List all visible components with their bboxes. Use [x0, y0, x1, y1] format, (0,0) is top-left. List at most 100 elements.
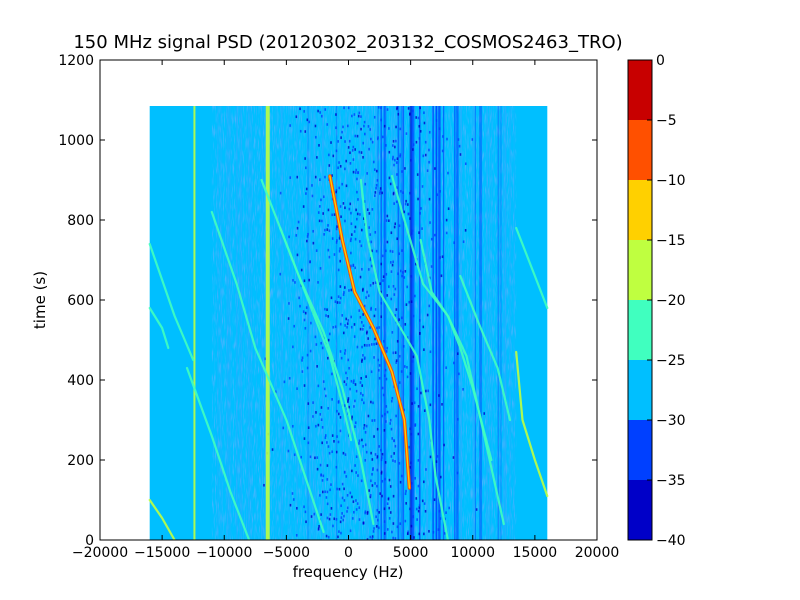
noise-dot — [414, 294, 416, 298]
noise-dot — [349, 239, 352, 243]
noise-stripe — [402, 106, 405, 540]
noise-dot — [426, 313, 429, 317]
noise-dot — [323, 195, 325, 199]
noise-dot — [393, 163, 395, 167]
noise-dot — [408, 300, 410, 304]
noise-dot — [373, 527, 375, 530]
noise-dot — [348, 139, 351, 143]
noise-dot — [404, 519, 407, 523]
noise-dot — [366, 208, 369, 211]
noise-dot — [427, 389, 430, 393]
noise-dot — [411, 402, 413, 405]
noise-stripe — [307, 106, 309, 540]
noise-dot — [350, 379, 353, 383]
noise-dot — [370, 308, 372, 311]
noise-stripe — [479, 106, 481, 540]
noise-dot — [379, 187, 382, 190]
noise-dot — [370, 370, 373, 374]
noise-dot — [389, 261, 392, 264]
noise-dot — [336, 435, 338, 438]
noise-dot — [358, 442, 360, 445]
noise-dot — [362, 393, 364, 397]
noise-dot — [279, 191, 282, 195]
noise-dot — [457, 417, 459, 421]
noise-dot — [338, 487, 341, 491]
noise-dot — [420, 207, 422, 210]
y-axis-label: time (s) — [31, 271, 49, 329]
noise-dot — [385, 405, 388, 408]
noise-dot — [321, 219, 323, 223]
noise-dot — [331, 213, 333, 217]
noise-dot — [380, 448, 382, 452]
noise-dot — [373, 314, 376, 318]
noise-dot — [340, 136, 342, 139]
noise-dot — [354, 425, 356, 428]
noise-dot — [458, 372, 460, 376]
noise-dot — [378, 445, 381, 448]
noise-dot — [376, 326, 378, 330]
noise-dot — [333, 213, 336, 216]
noise-dot — [373, 168, 376, 171]
noise-dot — [308, 278, 310, 282]
y-tick-label: 1000 — [58, 133, 94, 149]
noise-dot — [354, 421, 357, 425]
noise-dot — [303, 505, 305, 509]
noise-dot — [398, 252, 401, 256]
noise-dot — [279, 272, 282, 276]
noise-dot — [325, 534, 328, 538]
carrier-line — [265, 106, 270, 540]
noise-dot — [392, 155, 394, 159]
noise-dot — [326, 490, 329, 494]
noise-dot — [344, 453, 347, 456]
noise-dot — [373, 194, 376, 197]
noise-dot — [341, 182, 343, 186]
noise-dot — [319, 178, 321, 181]
noise-dot — [383, 429, 386, 432]
noise-dot — [384, 412, 386, 416]
noise-dot — [407, 107, 410, 110]
noise-dot — [394, 222, 397, 226]
noise-dot — [316, 467, 319, 471]
noise-dot — [346, 510, 348, 513]
noise-stripe — [246, 106, 248, 540]
noise-dot — [395, 200, 398, 204]
noise-dot — [360, 392, 362, 395]
noise-dot — [416, 518, 418, 521]
noise-dot — [361, 398, 363, 402]
noise-dot — [335, 241, 338, 244]
noise-dot — [381, 135, 384, 139]
noise-dot — [337, 140, 339, 143]
noise-dot — [418, 532, 421, 536]
noise-dot — [348, 405, 351, 409]
noise-dot — [305, 166, 307, 170]
noise-dot — [321, 479, 324, 482]
noise-dot — [411, 360, 414, 363]
x-tick-label: −10000 — [196, 545, 252, 561]
noise-dot — [379, 282, 381, 286]
noise-dot — [340, 531, 342, 535]
noise-dot — [396, 157, 399, 160]
noise-dot — [325, 314, 327, 317]
noise-dot — [406, 285, 409, 289]
noise-dot — [324, 175, 326, 179]
noise-dot — [303, 279, 306, 283]
noise-dot — [346, 322, 349, 325]
noise-dot — [400, 189, 402, 193]
noise-dot — [342, 125, 344, 129]
doppler-trace — [148, 498, 176, 540]
noise-dot — [388, 127, 390, 130]
noise-dot — [378, 511, 381, 514]
noise-dot — [366, 510, 369, 514]
noise-dot — [343, 487, 345, 491]
noise-dot — [320, 474, 322, 477]
noise-dot — [374, 453, 377, 456]
noise-dot — [383, 532, 386, 535]
noise-stripe — [457, 106, 459, 540]
heatmap-features — [148, 106, 549, 540]
noise-dot — [345, 383, 348, 386]
noise-stripe — [309, 106, 311, 540]
noise-dot — [428, 148, 430, 152]
noise-dot — [369, 535, 372, 539]
noise-dot — [459, 153, 462, 156]
noise-dot — [328, 517, 331, 521]
